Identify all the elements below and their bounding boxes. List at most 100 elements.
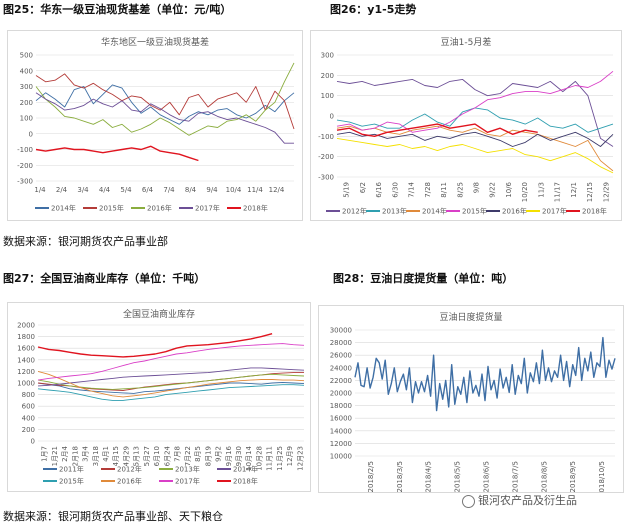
source-note-1: 数据来源：银河期货农产品事业部 [3,235,168,248]
stock-x-tick-label: 2月4 [61,445,69,461]
stock-series-line [37,333,273,358]
stock-y-tick-label: 200 [22,426,35,434]
stock-y-tick-label: 0 [31,438,35,446]
spread-legend-label: 2015年 [462,207,487,216]
pickup-x-tick-label: 2018/8/5 [540,461,548,492]
stock-x-tick-label: 6月24 [163,445,171,466]
watermark-text: 银河农产品及衍生品 [478,494,577,507]
spread-series-line [336,123,538,137]
pickup-series-line [354,336,616,412]
spread-x-tick-label: 10/6 [505,181,513,197]
stock-series-line [37,381,305,394]
stock-chart: 全国豆油商业库存 0 200 400 600 800 1000 1200 1400 1600 180… [17,308,305,486]
pickup-x-tick-label: 2018/10/5 [598,461,606,492]
stock-x-tick-label: 4月29 [122,446,130,466]
stock-y-tick-label: 1200 [17,368,35,376]
basis-y-tick-label: 0 [29,130,33,138]
spread-x-tick-label: 12/1 [570,182,578,198]
stock-x-tick-label: 6月10 [153,446,161,466]
pickup-y-tick-label: 16000 [330,415,352,423]
basis-x-tick-label: 10/4 [226,186,242,194]
stock-x-tick-label: 8月5 [194,446,202,462]
basis-y-tick-label: -100 [17,146,33,154]
spread-x-tick-label: 11/17 [554,182,562,202]
spread-y-tick-label: -300 [318,174,334,182]
pickup-x-tick-label: 2018/5/5 [454,461,462,492]
spread-chart: 豆油1-5月差 -300 -200 -100 0 100 200 300 5/19 6/2 6/16… [318,36,614,216]
stock-x-tick-label: 10月28 [255,446,263,471]
basis-legend-label: 2017年 [195,204,220,213]
basis-series-line [35,145,199,162]
basis-series-line [35,73,295,130]
spread-legend-label: 2012年 [342,207,367,216]
stock-x-tick-label: 5月13 [133,446,141,466]
spread-legend-label: 2016年 [502,207,527,216]
stock-x-tick-label: 9月2 [215,446,223,462]
stock-x-tick-label: 2月18 [71,446,79,466]
pickup-chart-panel: 豆油日度提货量 10000 12000 14000 16000 18000 20000 220… [318,305,624,493]
pickup-x-tick-label: 2018/6/5 [483,461,491,492]
stock-y-tick-label: 1600 [17,345,35,353]
stock-x-tick-label: 10月14 [245,445,253,470]
pickup-y-tick-label: 18000 [330,402,352,410]
stock-series-line [37,367,305,387]
stock-x-tick-label: 3月4 [82,445,90,461]
spread-y-tick-label: -100 [318,133,334,141]
basis-series-line [35,84,295,125]
spread-y-tick-label: 100 [321,92,334,100]
stock-chart-title: 全国豆油商业库存 [123,308,195,320]
basis-chart: 华东地区一级豆油现货基差 -300 -200 -100 0 100 200 300 400 500… [17,36,295,213]
stock-y-tick-label: 2000 [17,322,35,330]
spread-series-line [336,137,614,174]
basis-series-line [35,92,294,144]
basis-legend-label: 2014年 [51,204,76,213]
basis-x-tick-label: 3/4 [77,186,89,194]
stock-y-tick-label: 1400 [17,356,35,364]
pickup-x-tick-label: 2018/3/5 [396,461,404,492]
basis-y-tick-label: 400 [20,67,33,75]
spread-x-tick-label: 6/30 [391,182,399,198]
spread-x-tick-label: 7/28 [424,182,432,198]
basis-x-tick-label: 2/4 [56,186,68,194]
basis-chart-panel: 华东地区一级豆油现货基差 -300 -200 -100 0 100 200 300 400 500… [7,30,303,221]
pickup-x-tick-label: 2018/4/5 [425,461,433,492]
spread-x-tick-label: 5/19 [343,182,351,198]
source-note-2: 数据来源：银河期货农产品事业部、天下粮仓 [3,510,223,523]
stock-y-tick-label: 400 [22,414,35,422]
spread-series-line [336,70,614,133]
spread-legend-label: 2014年 [422,207,447,216]
stock-series-line [37,343,305,381]
fig25-title: 图25：华东一级豆油现货基差（单位：元/吨） [3,3,232,16]
pickup-chart: 豆油日度提货量 10000 12000 14000 16000 18000 20000 220… [330,311,616,492]
basis-x-tick-label: 6/4 [142,186,154,194]
basis-x-tick-label: 11/4 [247,186,263,194]
fig28-title: 图28：豆油日度提货量（单位：吨） [333,272,514,285]
stock-legend-label: 2015年 [59,477,84,486]
basis-legend-label: 2015年 [99,204,124,213]
stock-legend-label: 2018年 [233,477,258,486]
basis-x-tick-label: 12/4 [269,186,285,194]
stock-legend-label: 2016年 [117,477,142,486]
spread-legend-label: 2018年 [582,207,607,216]
basis-x-tick-label: 7/4 [163,186,175,194]
stock-legend-label: 2013年 [175,465,200,474]
stock-x-tick-label: 11月11 [266,446,274,471]
pickup-x-tick-label: 2018/9/5 [569,461,577,492]
spread-y-tick-label: -200 [318,153,334,161]
stock-x-tick-label: 7月22 [184,446,192,466]
stock-x-tick-label: 11月25 [276,446,284,471]
stock-series-line [37,370,305,398]
basis-y-tick-label: 300 [20,83,33,91]
stock-legend-label: 2017年 [175,477,200,486]
spread-y-tick-label: 200 [321,72,334,80]
stock-x-tick-label: 12月23 [296,446,304,471]
pickup-y-tick-label: 22000 [330,377,352,385]
basis-y-tick-label: -200 [17,162,33,170]
spread-y-tick-label: 0 [330,113,334,121]
basis-y-tick-label: 200 [20,99,33,107]
spread-x-tick-label: 8/25 [456,182,464,198]
spread-series-line [336,125,614,172]
stock-x-tick-label: 8月19 [204,446,212,466]
basis-y-tick-label: -300 [17,178,33,186]
spread-x-tick-label: 11/3 [537,182,545,198]
